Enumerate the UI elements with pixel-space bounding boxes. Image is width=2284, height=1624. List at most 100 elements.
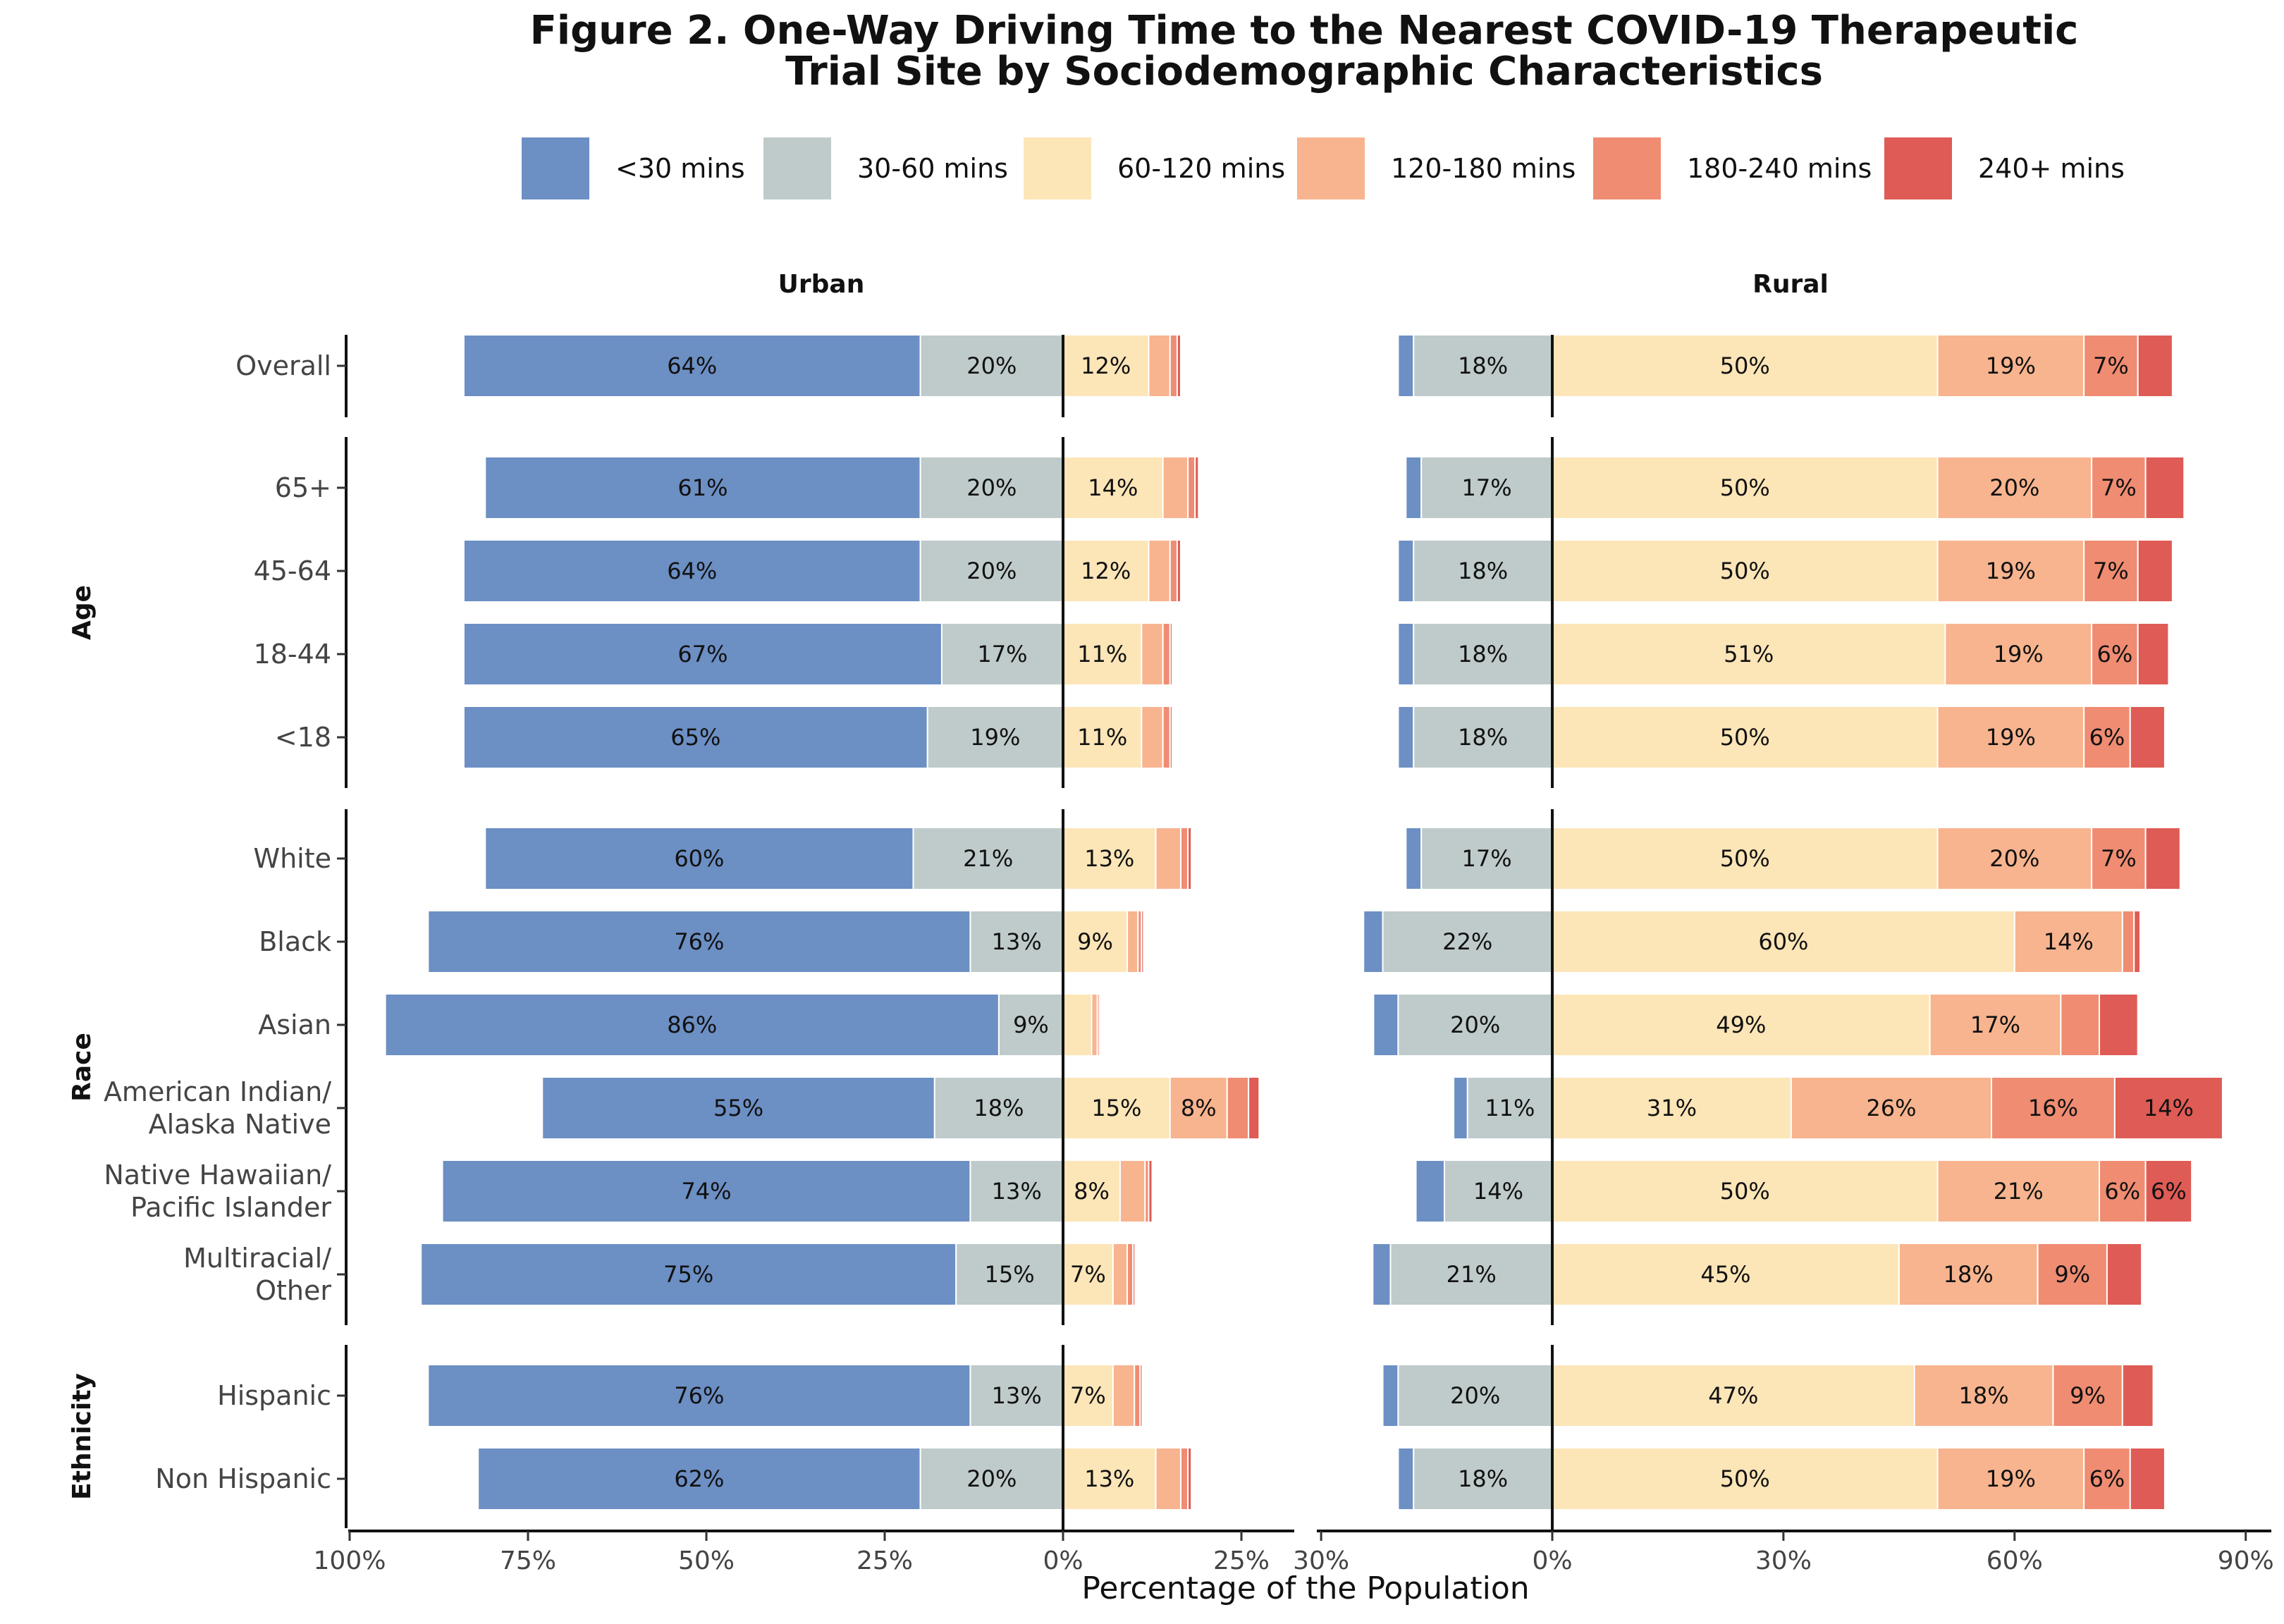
data-label-rural-asian-120-180-mins: 17% — [1970, 1011, 2020, 1038]
bar-rural-asian-240-mins — [2099, 993, 2139, 1057]
data-label-urban-black-60-120-mins: 9% — [1077, 928, 1113, 955]
bar-rural-non-hispanic-30-mins — [1397, 1447, 1415, 1511]
group-label-race: Race — [68, 1033, 97, 1102]
row-label-native-hawaiian-pacific-islander: Native Hawaiian/Pacific Islander — [104, 1159, 331, 1223]
bar-urban-black-60-120-mins — [1062, 910, 1129, 973]
bar-urban-multiracial-other-180-240-mins — [1126, 1243, 1134, 1306]
legend-swatch-60-120-mins — [1024, 137, 1091, 199]
data-label-rural-asian-30-60-mins: 20% — [1450, 1011, 1500, 1038]
x-tick-label-rural-1: 0% — [1532, 1546, 1572, 1575]
data-label-rural-non-hispanic-120-180-mins: 19% — [1986, 1465, 2036, 1492]
bar-urban-45-64-180-240-mins — [1169, 539, 1178, 603]
data-label-urban-overall-60-120-mins: 12% — [1081, 352, 1131, 379]
bar-urban-45-64-240-mins — [1176, 539, 1181, 603]
data-label-rural-18-44-180-240-mins: 6% — [2097, 641, 2133, 668]
data-label-urban-45-64-60-120-mins: 12% — [1081, 558, 1131, 584]
bar-rural-overall-180-240-mins — [2083, 334, 2139, 398]
bar-rural-hispanic-60-120-mins — [1552, 1364, 1915, 1427]
panels: Urban 64% 20% 12% 61% 20% 14% 64% 20% 12% 67% 17% 11… — [314, 270, 2274, 1575]
data-label-rural-native-hawaiian-pacific-islander-60-120-mins: 50% — [1720, 1178, 1770, 1205]
bar-urban-hispanic-240-mins — [1139, 1364, 1143, 1427]
bar-rural-18-180-240-mins — [2083, 706, 2131, 769]
bar-rural-white-120-180-mins — [1936, 827, 2093, 890]
bar-urban-non-hispanic-30-60-mins — [919, 1447, 1064, 1511]
x-tick-label-urban-5: 25% — [1213, 1546, 1270, 1575]
bar-rural-18-30-60-mins — [1413, 706, 1554, 769]
bar-rural-overall-30-60-mins — [1413, 334, 1554, 398]
bar-urban-asian-120-180-mins — [1091, 993, 1098, 1057]
bar-urban-overall-240-mins — [1176, 334, 1181, 398]
x-tick-label-urban-0: 100% — [314, 1546, 386, 1575]
data-label-rural-white-30-60-mins: 17% — [1462, 845, 1512, 872]
bar-urban-multiracial-other-120-180-mins — [1112, 1243, 1129, 1306]
bar-rural-american-indian-alaska-native-30-60-mins — [1466, 1076, 1554, 1140]
bar-rural-black-180-240-mins — [2121, 910, 2135, 973]
bar-urban-65-30-60-mins — [919, 456, 1064, 519]
bar-rural-65-120-180-mins — [1936, 456, 2093, 519]
data-label-urban-18-44-60-120-mins: 11% — [1077, 641, 1127, 668]
bar-rural-65-30-mins — [1405, 456, 1423, 519]
x-tick-label-rural-0: 30% — [1293, 1546, 1349, 1575]
bar-rural-hispanic-240-mins — [2121, 1364, 2154, 1427]
bar-rural-multiracial-other-120-180-mins — [1898, 1243, 2039, 1306]
data-label-rural-multiracial-other-120-180-mins: 18% — [1944, 1261, 1994, 1288]
row-label-65: 65+ — [275, 472, 331, 503]
data-label-rural-65-180-240-mins: 7% — [2101, 474, 2137, 501]
data-label-rural-non-hispanic-180-240-mins: 6% — [2089, 1465, 2125, 1492]
bar-urban-white-240-mins — [1187, 827, 1193, 890]
bar-urban-overall-30-mins — [462, 334, 921, 398]
data-label-rural-native-hawaiian-pacific-islander-30-60-mins: 14% — [1473, 1178, 1523, 1205]
bar-rural-45-64-180-240-mins — [2083, 539, 2139, 603]
bar-rural-hispanic-30-mins — [1382, 1364, 1399, 1427]
bar-rural-black-30-mins — [1363, 910, 1384, 973]
bar-urban-native-hawaiian-pacific-islander-30-mins — [441, 1159, 971, 1223]
bar-urban-18-44-180-240-mins — [1162, 622, 1171, 686]
data-label-rural-multiracial-other-30-60-mins: 21% — [1447, 1261, 1497, 1288]
bar-rural-overall-60-120-mins — [1552, 334, 1939, 398]
data-label-rural-multiracial-other-180-240-mins: 9% — [2054, 1261, 2090, 1288]
bar-rural-american-indian-alaska-native-120-180-mins — [1790, 1076, 1993, 1140]
data-label-urban-45-64-30-mins: 64% — [667, 558, 717, 584]
data-label-urban-multiracial-other-30-mins: 75% — [663, 1261, 713, 1288]
chart-title-line-2: Trial Site by Sociodemographic Character… — [785, 49, 1823, 94]
data-label-rural-american-indian-alaska-native-60-120-mins: 31% — [1647, 1095, 1697, 1121]
bar-rural-18-44-30-60-mins — [1413, 622, 1554, 686]
bar-urban-non-hispanic-240-mins — [1187, 1447, 1193, 1511]
data-label-urban-overall-30-mins: 64% — [667, 352, 717, 379]
data-label-rural-65-60-120-mins: 50% — [1720, 474, 1770, 501]
x-tick-label-urban-4: 0% — [1043, 1546, 1083, 1575]
bar-urban-asian-30-mins — [384, 993, 1000, 1057]
data-label-urban-white-30-60-mins: 21% — [963, 845, 1013, 872]
data-label-rural-45-64-30-60-mins: 18% — [1458, 558, 1508, 584]
data-label-urban-hispanic-30-60-mins: 13% — [992, 1382, 1042, 1409]
data-label-rural-white-60-120-mins: 50% — [1720, 845, 1770, 872]
bar-urban-overall-120-180-mins — [1148, 334, 1171, 398]
data-label-urban-overall-30-60-mins: 20% — [966, 352, 1017, 379]
row-label-hispanic: Hispanic — [217, 1380, 331, 1411]
bar-urban-multiracial-other-240-mins — [1132, 1243, 1136, 1306]
bar-rural-black-240-mins — [2133, 910, 2141, 973]
bar-urban-hispanic-30-mins — [427, 1364, 971, 1427]
bar-urban-black-30-60-mins — [969, 910, 1064, 973]
row-label-asian: Asian — [258, 1009, 331, 1040]
bar-urban-18-44-60-120-mins — [1062, 622, 1143, 686]
data-label-urban-white-60-120-mins: 13% — [1084, 845, 1134, 872]
data-label-urban-white-30-mins: 60% — [674, 845, 724, 872]
legend-swatch-180-240-mins — [1593, 137, 1661, 199]
bar-rural-american-indian-alaska-native-240-mins — [2113, 1076, 2223, 1140]
bar-rural-non-hispanic-240-mins — [2129, 1447, 2166, 1511]
data-label-urban-native-hawaiian-pacific-islander-30-mins: 74% — [681, 1178, 731, 1205]
data-label-rural-native-hawaiian-pacific-islander-240-mins: 6% — [2151, 1178, 2187, 1205]
bar-urban-45-64-30-mins — [462, 539, 921, 603]
bar-urban-overall-180-240-mins — [1169, 334, 1178, 398]
data-label-rural-american-indian-alaska-native-240-mins: 14% — [2144, 1095, 2194, 1121]
bar-rural-45-64-120-180-mins — [1936, 539, 2085, 603]
bar-urban-18-44-30-mins — [462, 622, 943, 686]
data-label-rural-native-hawaiian-pacific-islander-180-240-mins: 6% — [2104, 1178, 2140, 1205]
bar-rural-black-30-60-mins — [1382, 910, 1554, 973]
data-label-rural-hispanic-30-60-mins: 20% — [1450, 1382, 1500, 1409]
data-label-urban-18-60-120-mins: 11% — [1077, 724, 1127, 751]
group-labels: Age Race Ethnicity — [68, 585, 97, 1500]
data-label-rural-american-indian-alaska-native-180-240-mins: 16% — [2028, 1095, 2078, 1121]
